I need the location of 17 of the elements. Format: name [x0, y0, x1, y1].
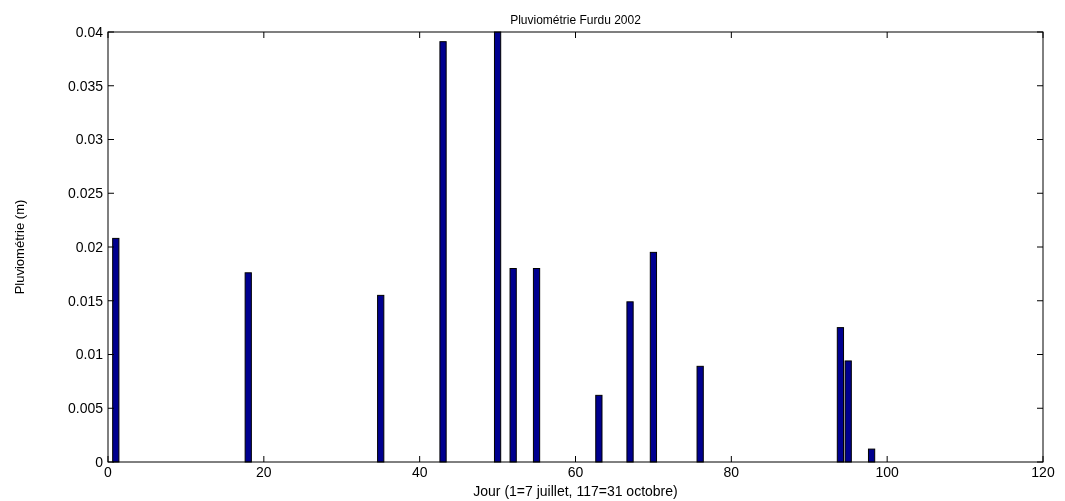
x-tick-label: 100: [875, 464, 900, 480]
y-tick-label: 0.025: [67, 185, 104, 202]
chart-title: Pluviométrie Furdu 2002: [510, 13, 642, 27]
y-tick-label: 0.04: [75, 23, 104, 40]
y-tick-label: 0.02: [75, 238, 104, 255]
y-tick-label: 0.015: [67, 292, 104, 309]
x-axis-title: Jour (1=7 juillet, 117=31 octobre): [473, 483, 678, 499]
y-tick-label: 0.035: [67, 77, 104, 94]
y-axis-title: Pluviométrie (m): [12, 199, 27, 295]
y-tick-label: 0.03: [75, 131, 104, 148]
x-tick-label: 40: [411, 464, 428, 480]
x-tick-label: 120: [1031, 464, 1055, 480]
y-tick-label: 0.005: [67, 400, 104, 417]
y-tick-label: 0.01: [75, 346, 104, 363]
x-tick-label: 60: [567, 464, 584, 480]
x-tick-label: 80: [723, 464, 740, 480]
x-tick-label: 20: [256, 464, 272, 480]
